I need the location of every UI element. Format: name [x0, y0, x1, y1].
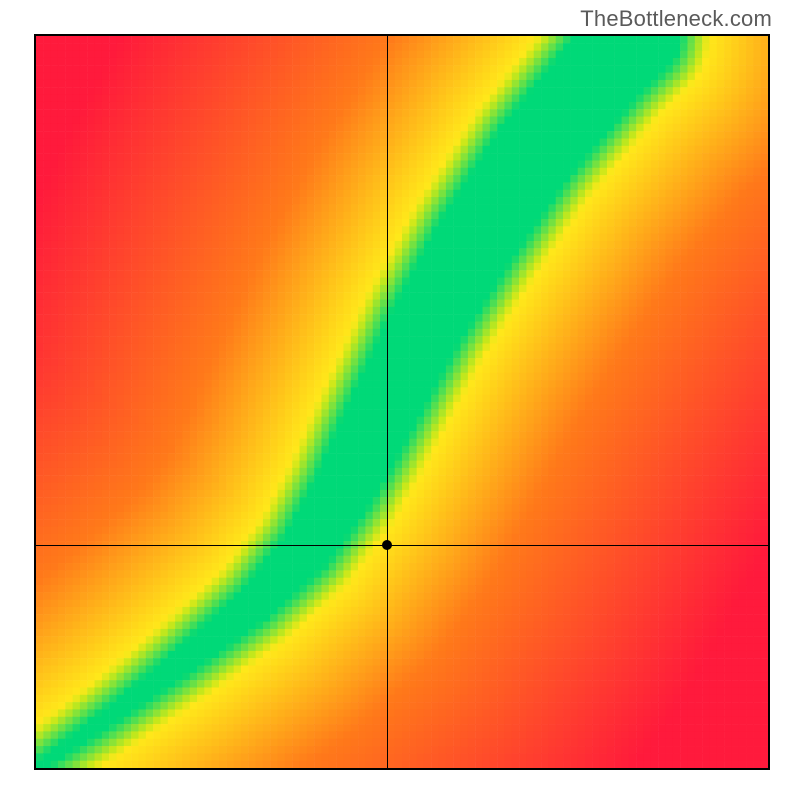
root: TheBottleneck.com	[0, 0, 800, 800]
crosshair-horizontal	[36, 545, 768, 546]
crosshair-vertical	[387, 36, 388, 768]
watermark-text: TheBottleneck.com	[580, 6, 772, 32]
crosshair-dot	[382, 540, 392, 550]
heatmap-frame	[34, 34, 770, 770]
bottleneck-heatmap	[36, 36, 768, 768]
